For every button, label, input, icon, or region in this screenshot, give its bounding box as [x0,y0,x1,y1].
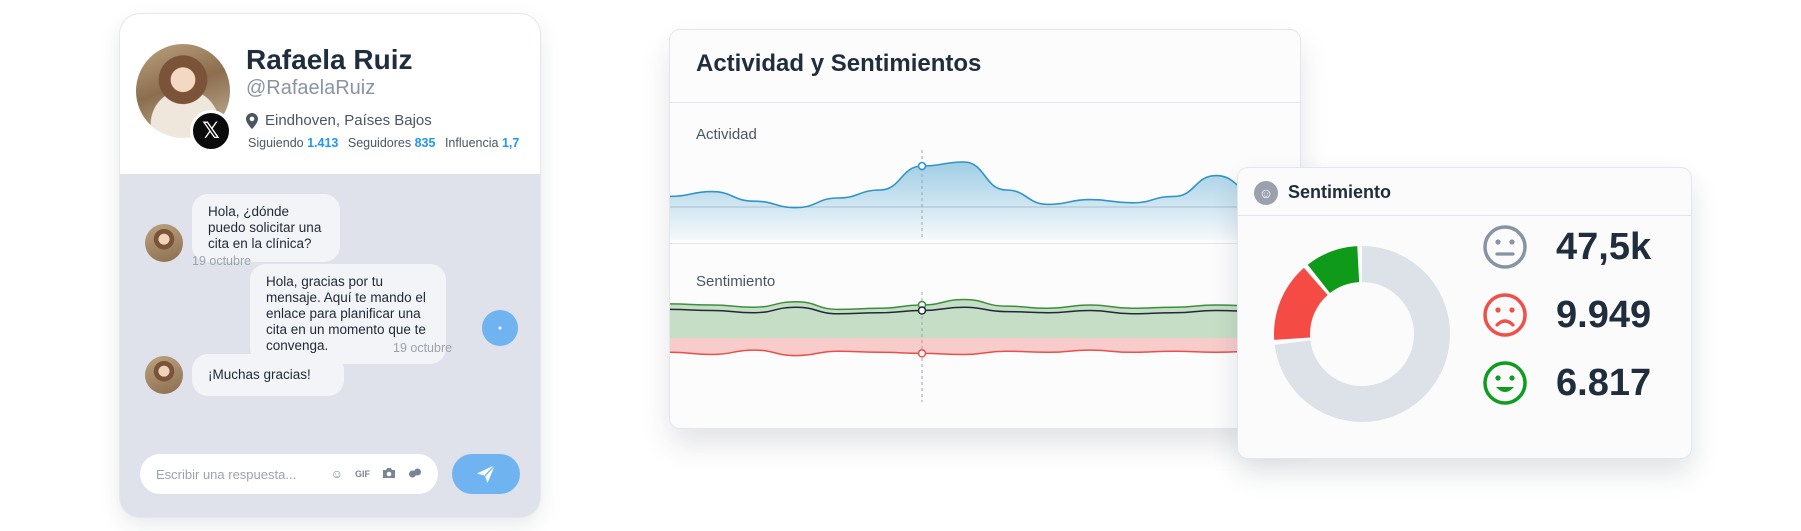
metric-neutral: 47,5k [1482,224,1651,270]
divider [670,102,1300,103]
send-button[interactable] [452,454,520,494]
location-pin-icon [246,112,258,129]
donut-slice-negative [1274,246,1450,422]
stat-followers[interactable]: Seguidores 835 [347,136,436,150]
outgoing-message: Hola, gracias por tu mensaje. Aquí te ma… [250,264,446,364]
reply-placeholder[interactable]: Escribir una respuesta... [156,466,297,482]
profile-stats: Siguiendo 1.413 Seguidores 835 Influenci… [248,136,525,150]
positive-line [670,298,1300,311]
stat-following[interactable]: Siguiendo 1.413 [248,136,339,150]
send-icon [477,464,496,483]
neutral-face-icon [1483,225,1527,269]
activity-label: Actividad [696,126,757,143]
sentiment-donut-chart[interactable] [1272,244,1452,424]
happy-face-icon [1483,361,1527,405]
panel-title: Actividad y Sentimientos [696,50,982,77]
gif-icon[interactable]: GIF [355,469,370,479]
positive-count: 6.817 [1556,361,1652,404]
negative-point [917,349,927,358]
sad-face-icon [1483,293,1527,337]
metric-negative: 9.949 [1482,292,1651,338]
camera-icon[interactable] [382,467,396,482]
incoming-message: Hola, ¿dónde puedo solicitar una cita en… [192,194,340,262]
net-point [917,306,927,315]
divider [670,243,1300,244]
message-date: 19 octubre [393,341,453,355]
negative-line [670,349,1300,357]
activity-point [917,161,927,171]
activity-sentiment-panel: Actividad y Sentimientos Actividad Senti… [670,30,1300,428]
sentiment-chart[interactable] [670,292,1300,402]
chat-thread: Hola, ¿dónde puedo solicitar una cita en… [120,174,540,517]
donut-slice-neutral [1274,246,1450,422]
sender-avatar [145,224,183,262]
sender-avatar [145,356,183,394]
reply-input[interactable]: Escribir una respuesta... ☺ GIF [140,454,438,494]
profile-header: 𝕏 Rafaela Ruiz @RafaelaRuiz Eindhoven, P… [120,14,540,174]
profile-handle[interactable]: @RafaelaRuiz [246,77,376,99]
location-text: Eindhoven, Países Bajos [265,112,432,129]
profile-location: Eindhoven, Países Bajos [246,112,432,129]
sentiment-card: ☺ Sentimiento 47,5k 9.949 6.817 [1238,168,1691,458]
link-icon[interactable] [408,467,422,482]
profile-name: Rafaela Ruiz [246,44,413,75]
message-date: 19 octubre [192,254,252,268]
x-network-icon: 𝕏 [190,110,232,152]
sentiment-label: Sentimiento [696,273,776,290]
negative-count: 9.949 [1556,293,1652,336]
brand-avatar: ● [482,310,518,346]
activity-line [670,161,1300,209]
smiley-icon: ☺ [1254,181,1278,205]
sentiment-card-header: ☺ Sentimiento [1238,168,1691,216]
incoming-message: ¡Muchas gracias! [192,354,344,396]
activity-area [670,162,1300,240]
stat-influence: Influencia 1,7 [444,136,520,150]
activity-chart[interactable] [670,150,1300,240]
social-profile-card: 𝕏 Rafaela Ruiz @RafaelaRuiz Eindhoven, P… [120,14,540,517]
emoji-icon[interactable]: ☺ [330,467,343,481]
metric-positive: 6.817 [1482,360,1651,406]
sentiment-card-title: Sentimiento [1288,182,1392,202]
neutral-count: 47,5k [1556,225,1652,268]
net-line [670,306,1300,315]
